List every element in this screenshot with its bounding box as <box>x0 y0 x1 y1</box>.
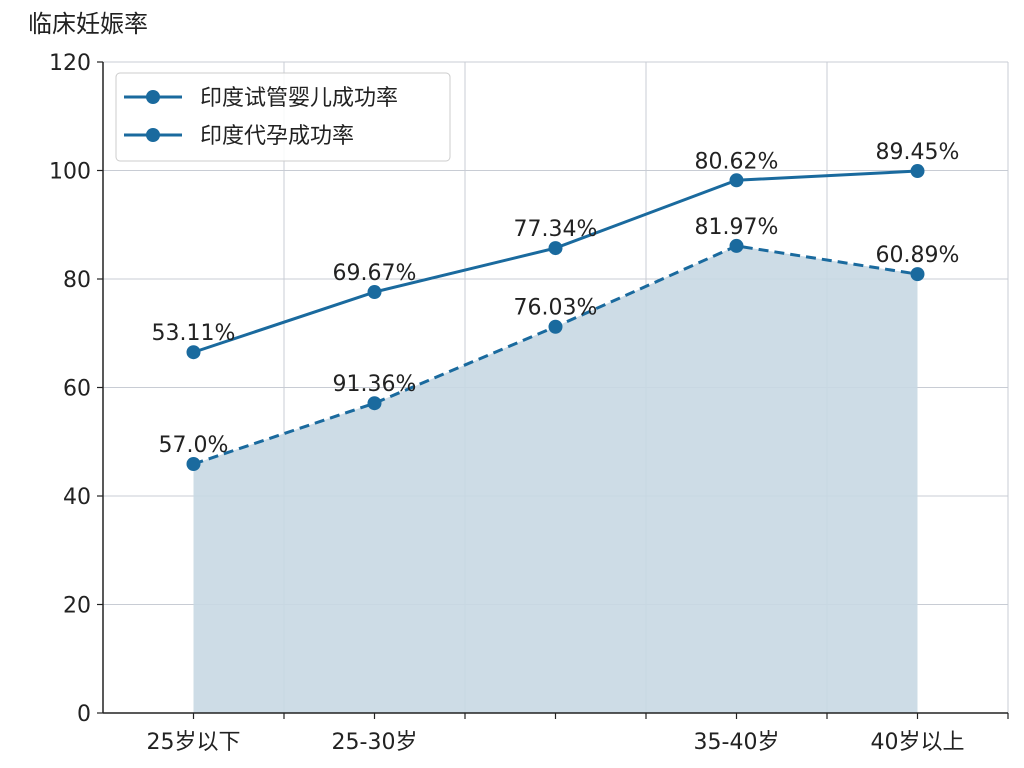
data-label: 89.45% <box>876 140 960 165</box>
area-fill <box>193 245 918 713</box>
data-label: 69.67% <box>333 261 417 286</box>
legend-marker <box>146 90 160 104</box>
x-tick-label: 25岁以下 <box>147 730 241 755</box>
data-point <box>186 456 201 471</box>
axes: 02040608010012025岁以下25-30岁30-35岁35-40岁40… <box>49 51 1009 755</box>
x-tick-label: 35-40岁 <box>694 730 780 755</box>
y-tick-label: 40 <box>63 485 91 510</box>
data-label: 76.03% <box>514 296 598 321</box>
y-tick-label: 80 <box>63 268 91 293</box>
data-label: 80.62% <box>695 149 779 174</box>
legend-label: 印度代孕成功率 <box>200 124 354 149</box>
data-point <box>548 319 563 334</box>
data-point <box>910 267 925 282</box>
data-labels: 53.11% 69.67% 77.34% 80.62% 89.45% 57.0% 91.36… <box>152 140 960 458</box>
y-tick-label: 100 <box>49 160 91 185</box>
y-tick-label: 20 <box>63 594 91 619</box>
x-tick-label: 25-30岁 <box>332 730 418 755</box>
y-tick-label: 0 <box>77 702 91 727</box>
data-label: 81.97% <box>695 215 779 240</box>
data-point <box>367 285 382 300</box>
legend-marker <box>146 128 160 142</box>
series-lines <box>186 164 925 471</box>
data-point <box>548 241 563 256</box>
data-label: 53.11% <box>152 321 236 346</box>
legend-box <box>115 72 451 162</box>
y-tick-label: 120 <box>49 51 91 76</box>
data-point <box>367 396 382 411</box>
y-axis-label: 临床妊娠率 <box>28 10 148 38</box>
x-tick-label: 40岁以上 <box>871 730 965 755</box>
data-point <box>910 164 925 179</box>
y-tick-label: 60 <box>63 377 91 402</box>
series-area-1 <box>193 245 918 713</box>
data-label: 91.36% <box>333 372 417 397</box>
legend-label: 印度试管婴儿成功率 <box>200 86 398 111</box>
data-label: 57.0% <box>159 433 229 458</box>
data-point <box>729 173 744 188</box>
data-label: 60.89% <box>876 243 960 268</box>
data-point <box>729 238 744 253</box>
data-point <box>186 345 201 360</box>
data-label: 77.34% <box>514 217 598 242</box>
